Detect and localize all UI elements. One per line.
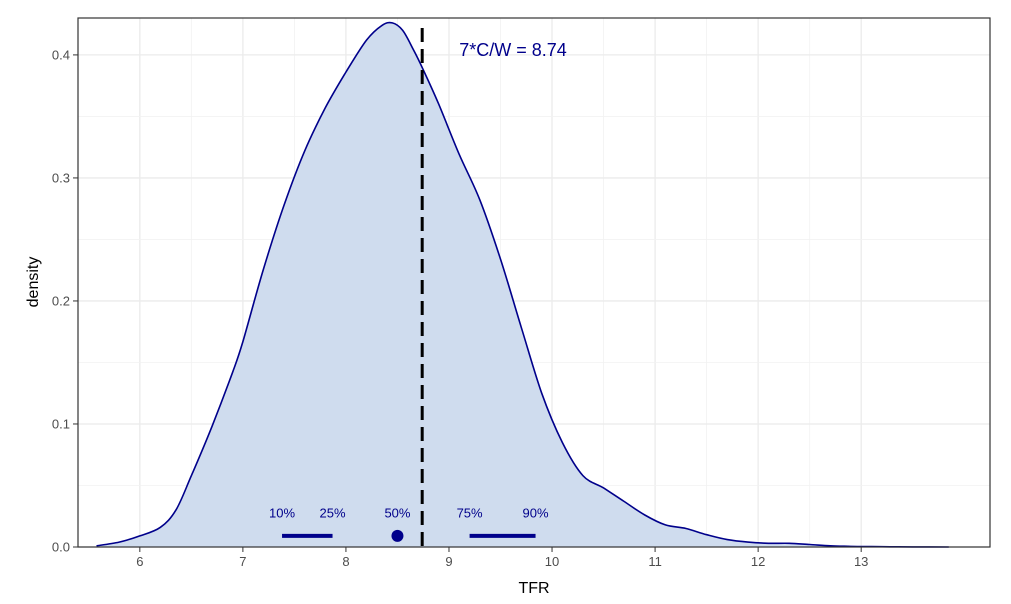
y-axis: 0.0 0.1 0.2 0.3 0.4 [52,47,78,555]
quantile-markers: 10% 25% 50% 75% 90% [269,505,549,542]
quantile-label: 75% [457,505,483,520]
y-tick-label: 0.2 [52,293,70,308]
quantile-label: 25% [320,505,346,520]
y-tick-label: 0.0 [52,540,70,555]
x-tick-label: 11 [648,554,662,569]
panel-border [77,17,991,548]
quantile-label: 90% [523,505,549,520]
x-tick-label: 6 [136,554,143,569]
x-tick-label: 9 [445,554,452,569]
y-tick-label: 0.4 [52,47,70,62]
median-point [391,529,404,542]
density-curve [96,21,949,548]
y-axis-title: density [25,257,42,308]
x-tick-label: 7 [239,554,246,569]
x-tick-label: 12 [751,554,765,569]
x-axis-title: TFR [518,580,549,597]
y-tick-label: 0.3 [52,170,70,185]
quantile-label: 50% [384,505,410,520]
x-tick-label: 8 [342,554,349,569]
reference-line-label: 7*C/W = 8.74 [459,40,567,60]
quantile-label: 10% [269,505,295,520]
x-tick-label: 10 [545,554,559,569]
x-axis: 6 7 8 9 10 11 12 13 [136,547,868,569]
x-tick-label: 13 [854,554,868,569]
y-tick-label: 0.1 [52,416,70,431]
density-area [96,22,949,547]
